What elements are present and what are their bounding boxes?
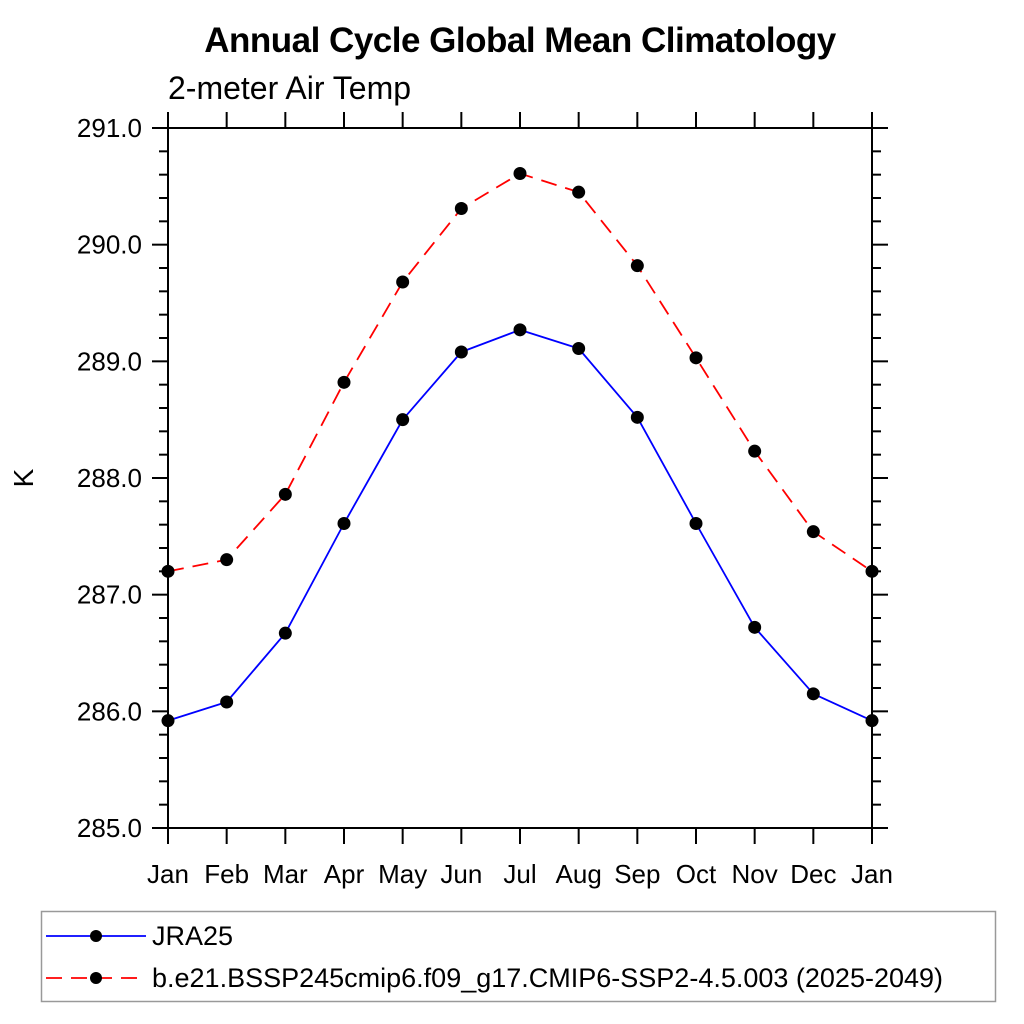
x-tick-label: Jul xyxy=(503,859,536,889)
x-tick-label: Jan xyxy=(147,859,189,889)
series-line-model xyxy=(167,172,873,573)
legend-marker xyxy=(90,972,102,984)
data-point-marker xyxy=(337,375,351,389)
data-point-marker xyxy=(513,167,527,180)
data-point-marker xyxy=(865,564,879,578)
data-point-marker xyxy=(337,517,351,530)
x-tick-label: Jan xyxy=(851,859,893,889)
data-point-marker xyxy=(220,553,234,567)
x-tick-label: Apr xyxy=(324,859,365,889)
x-tick-label: Aug xyxy=(556,859,602,889)
data-point-marker xyxy=(513,323,527,337)
data-point-marker xyxy=(865,714,879,728)
y-tick-label: 289.0 xyxy=(77,346,142,376)
y-axis-label: K xyxy=(8,468,39,487)
x-tick-label: Dec xyxy=(790,859,836,889)
data-point-marker xyxy=(806,687,820,701)
y-tick-label: 286.0 xyxy=(77,696,142,726)
y-tick-label: 288.0 xyxy=(77,463,142,493)
x-tick-label: Jun xyxy=(440,859,482,889)
series-line-jra25 xyxy=(167,328,873,722)
plot-frame xyxy=(167,127,873,829)
data-point-marker xyxy=(630,259,644,273)
data-point-marker xyxy=(689,351,703,365)
y-tick-label: 285.0 xyxy=(77,813,142,843)
x-tick-label: Mar xyxy=(263,859,308,889)
x-tick-label: Sep xyxy=(614,859,660,889)
data-series xyxy=(161,167,879,728)
data-point-marker xyxy=(806,525,820,539)
data-point-marker xyxy=(454,345,468,359)
data-point-marker xyxy=(396,413,410,427)
x-tick-label: Nov xyxy=(732,859,778,889)
data-point-marker xyxy=(572,342,586,355)
axes: 285.0 286.0 287.0 288.0 289.0 290.0 291.0 Jan Fe… xyxy=(77,112,893,889)
legend-marker xyxy=(90,930,102,942)
data-point-marker xyxy=(748,444,762,458)
legend-box xyxy=(40,910,997,1003)
data-point-marker xyxy=(278,626,292,640)
data-point-marker xyxy=(161,714,175,728)
legend-label: JRA25 xyxy=(152,921,233,951)
data-point-marker xyxy=(220,695,234,709)
data-point-marker xyxy=(454,202,468,215)
data-point-marker xyxy=(278,487,292,501)
data-point-marker xyxy=(689,517,703,530)
data-point-marker xyxy=(161,564,175,578)
y-tick-label: 290.0 xyxy=(77,230,142,260)
data-point-marker xyxy=(630,410,644,424)
chart-title: Annual Cycle Global Mean Climatology xyxy=(204,21,837,60)
chart-subtitle: 2-meter Air Temp xyxy=(168,70,411,106)
x-tick-label: Feb xyxy=(204,859,249,889)
x-tick-label: Oct xyxy=(676,859,717,889)
data-point-marker xyxy=(396,275,410,289)
data-point-marker xyxy=(572,185,586,199)
y-tick-label: 291.0 xyxy=(77,113,142,143)
y-tick-label: 287.0 xyxy=(77,580,142,610)
x-tick-label: May xyxy=(378,859,427,889)
legend: JRA25 b.e21.BSSP245cmip6.f09_g17.CMIP6-SS… xyxy=(40,910,997,1003)
data-point-marker xyxy=(748,620,762,634)
legend-label: b.e21.BSSP245cmip6.f09_g17.CMIP6-SSP2-4.… xyxy=(152,963,943,993)
